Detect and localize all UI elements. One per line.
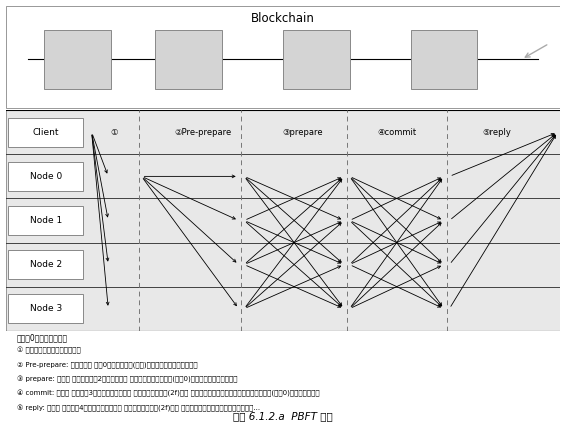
Text: ⑤ reply: 回复； 当在步骤4中收到复数指令时， 第一项是超过上限(2f)的， 每一个节点执行该指令并在区块上做记...: ⑤ reply: 回复； 当在步骤4中收到复数指令时， 第一项是超过上限(2f)… [17, 404, 260, 412]
Text: ③prepare: ③prepare [282, 128, 323, 137]
Text: 当节点0为主要时的通讯: 当节点0为主要时的通讯 [17, 334, 68, 343]
Text: Blockchain: Blockchain [251, 12, 315, 25]
Text: ① 客户向所有节点广播一个请求: ① 客户向所有节点广播一个请求 [17, 346, 80, 354]
Bar [283, 30, 350, 89]
Bar [156, 30, 222, 89]
Text: ②Pre-prepare: ②Pre-prepare [174, 128, 231, 137]
Bar [8, 206, 83, 235]
Bar [410, 30, 477, 89]
Text: 图表 6.1.2.a  PBFT 架构: 图表 6.1.2.a PBFT 架构 [233, 411, 333, 421]
Text: ② Pre-prepare: 提前准备； 节点0成为主要节点(领袖)且逐一对其他节点发送指令: ② Pre-prepare: 提前准备； 节点0成为主要节点(领袖)且逐一对其他… [17, 361, 198, 368]
Bar [45, 30, 111, 89]
Text: Node 3: Node 3 [30, 304, 62, 313]
Bar [8, 162, 83, 191]
Text: ④commit: ④commit [377, 128, 416, 137]
Bar [8, 250, 83, 279]
Text: Node 2: Node 2 [30, 260, 62, 269]
Bar [8, 118, 83, 147]
Bar [8, 294, 83, 323]
Text: Node 0: Node 0 [30, 172, 62, 181]
Text: ①: ① [110, 128, 118, 137]
Text: ③ prepare: 准备； 当接收到步骤2里的指令时， 每一个节点对包含主要(节点0)节点的所有节点进行回复: ③ prepare: 准备； 当接收到步骤2里的指令时， 每一个节点对包含主要(… [17, 376, 237, 383]
Text: ⑤reply: ⑤reply [482, 128, 511, 137]
Text: Node 1: Node 1 [30, 216, 62, 225]
Text: ④ commit: 充识； 当在步骤3中收到复数指令时， 第一项是超过上限(2f)的， 每一个节点将传递接收到的信号至包含主要(节点0)节点的所有节点: ④ commit: 充识； 当在步骤3中收到复数指令时， 第一项是超过上限(2f… [17, 390, 319, 397]
Text: Client: Client [33, 128, 59, 137]
